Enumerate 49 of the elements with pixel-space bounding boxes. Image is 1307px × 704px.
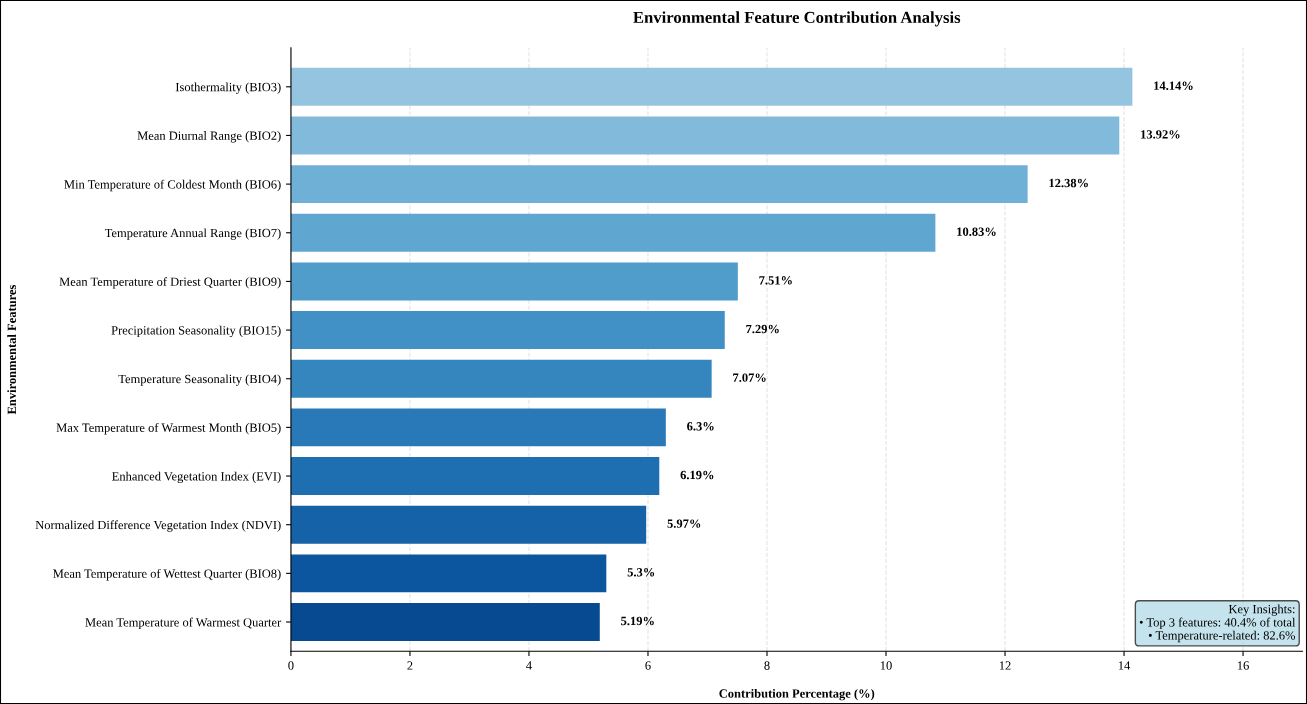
y-axis-title: Environmental Features (7, 284, 17, 415)
x-tick-label: 0 (288, 661, 294, 670)
y-tick-label: Mean Temperature of Wettest Quarter (BIO8) (53, 568, 281, 581)
chart-title: Environmental Feature Contribution Analysis (633, 11, 961, 27)
x-tick-label: 6 (645, 661, 651, 670)
data-label: 5.97% (667, 519, 701, 528)
y-tick-label: Temperature Annual Range (BIO7) (104, 228, 281, 240)
y-tick-label: Min Temperature of Coldest Month (BIO6) (64, 179, 281, 192)
y-tick-label: Mean Temperature of Driest Quarter (BIO9) (59, 277, 281, 289)
bar (290, 505, 647, 544)
bar (290, 359, 712, 398)
data-label: 12.38% (1049, 178, 1088, 188)
x-tick-label: 12 (999, 661, 1011, 670)
y-tick-label: Max Temperature of Warmest Month (BIO5) (56, 422, 281, 435)
bar (290, 116, 1120, 155)
data-label: 6.3% (687, 422, 714, 431)
bar (290, 603, 600, 641)
bar (290, 554, 607, 593)
bar (290, 213, 936, 252)
data-label: 14.14% (1154, 81, 1193, 90)
y-tick-label: Precipitation Seasonality (BIO15) (111, 325, 281, 338)
x-tick-label: 10 (880, 661, 892, 670)
y-tick-label: Temperature Seasonality (BIO4) (118, 374, 281, 386)
data-label: 7.51% (759, 276, 792, 285)
y-tick-label: Isothermality (BIO3) (175, 82, 281, 94)
y-tick-label: Normalized Difference Vegetation Index (NDVI) (35, 520, 281, 532)
data-label: 6.19% (680, 470, 714, 480)
x-tick-label: 8 (764, 661, 770, 670)
bar (290, 457, 660, 496)
x-axis-title: Contribution Percentage (%) (719, 688, 875, 701)
data-label: 5.19% (621, 616, 654, 626)
x-tick-label: 14 (1118, 661, 1131, 670)
data-label: 7.07% (733, 373, 766, 382)
x-tick-label: 16 (1237, 661, 1249, 670)
data-label: 10.83% (957, 227, 996, 236)
bar (290, 408, 666, 447)
y-tick-label: Mean Diurnal Range (BIO2) (137, 131, 281, 143)
bar (290, 165, 1028, 204)
annotation: Key Insights: • Top 3 features: 40.4% of total • Temperature-related: 82.6% (1139, 604, 1296, 643)
data-label: 13.92% (1141, 130, 1180, 139)
bar (290, 262, 738, 301)
bar (290, 67, 1133, 106)
x-tick-label: 4 (526, 661, 532, 670)
x-tick-label: 2 (407, 661, 413, 670)
y-tick-label: Enhanced Vegetation Index (EVI) (112, 471, 281, 484)
data-label: 5.3% (627, 568, 655, 577)
y-tick-label: Mean Temperature of Warmest Quarter (85, 617, 282, 630)
bar (290, 311, 725, 350)
data-label: 7.29% (746, 324, 779, 334)
